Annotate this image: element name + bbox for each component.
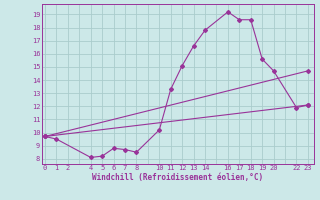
X-axis label: Windchill (Refroidissement éolien,°C): Windchill (Refroidissement éolien,°C): [92, 173, 263, 182]
